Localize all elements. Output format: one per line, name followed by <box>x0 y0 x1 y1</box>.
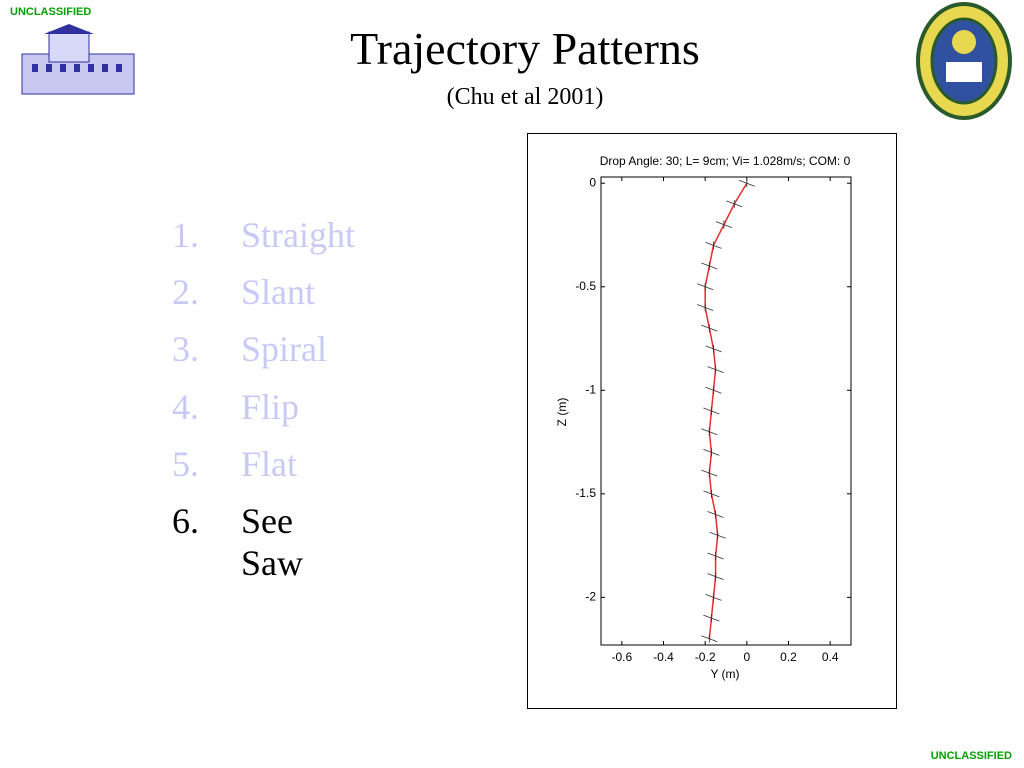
title: Trajectory Patterns <box>350 23 700 74</box>
chart: Drop Angle: 30; L= 9cm; Vi= 1.028m/s; CO… <box>527 133 897 709</box>
list-number: 4. <box>172 386 199 427</box>
trajectory-marker <box>705 344 722 353</box>
trajectory-marker <box>726 199 743 208</box>
x-axis-label: Y (m) <box>710 667 739 681</box>
chart-frame <box>527 133 897 709</box>
crest-logo <box>916 2 1012 120</box>
trajectory-marker <box>697 303 714 312</box>
trajectory-marker <box>703 448 720 457</box>
x-tick-label: -0.2 <box>695 650 716 664</box>
list-number: 1. <box>172 215 199 255</box>
y-tick-label: 0 <box>589 175 596 189</box>
chart-title: Drop Angle: 30; L= 9cm; Vi= 1.028m/s; CO… <box>600 154 851 168</box>
trajectory-marker <box>705 241 722 250</box>
classification: UNCLASSIFIED <box>930 750 1012 762</box>
trajectory-marker <box>701 324 718 333</box>
list-text: Flip <box>241 386 300 427</box>
trajectory-marker <box>701 427 718 436</box>
building-logo <box>21 24 135 95</box>
trajectory-marker <box>703 407 720 415</box>
x-tick-label: -0.4 <box>653 650 674 664</box>
trajectory-marker <box>709 531 726 540</box>
subtitle: (Chu et al 2001) <box>446 84 604 110</box>
y-axis-label: Z (m) <box>555 398 569 427</box>
trajectory-marker <box>738 179 755 188</box>
trajectory-marker <box>707 572 724 581</box>
trajectory-marker <box>703 614 720 623</box>
trajectory-marker <box>703 489 720 498</box>
y-tick-label: -2 <box>585 590 596 604</box>
list-number: 5. <box>172 443 199 484</box>
x-tick-label: 0 <box>743 650 750 664</box>
trajectory-marker <box>697 282 714 291</box>
trajectory-marker <box>701 262 718 271</box>
list-text: Straight <box>241 215 355 255</box>
trajectory-marker <box>707 510 724 519</box>
trajectory-marker <box>701 469 718 478</box>
x-tick-label: 0.2 <box>780 650 797 664</box>
trajectory-marker <box>705 386 722 395</box>
list-number: 6. <box>172 500 199 541</box>
y-tick-label: -1 <box>585 382 596 396</box>
list-text: Flat <box>241 443 298 484</box>
x-tick-label: -0.6 <box>611 650 632 664</box>
trajectory-marker <box>715 220 733 229</box>
list-number: 2. <box>172 272 199 313</box>
list-number: 3. <box>172 329 199 370</box>
classification: UNCLASSIFIED <box>10 6 92 18</box>
trajectory-marker <box>705 593 722 602</box>
list-text: See Saw <box>241 500 303 583</box>
trajectory-marker <box>707 365 724 374</box>
plot-area <box>600 176 852 646</box>
y-tick-label: -0.5 <box>575 279 596 293</box>
y-tick-label: -1.5 <box>575 486 596 500</box>
trajectory-marker <box>707 551 724 560</box>
list-text: Slant <box>241 272 316 313</box>
trajectory-marker <box>701 634 718 643</box>
x-tick-label: 0.4 <box>822 650 839 664</box>
list-text: Spiral <box>241 329 327 370</box>
